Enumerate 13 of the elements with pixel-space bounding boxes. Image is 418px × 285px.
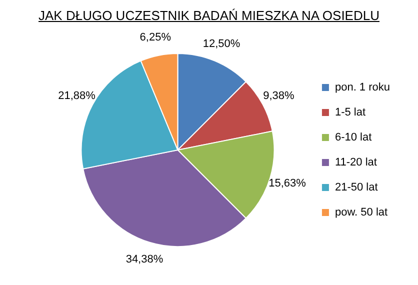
legend-label: 1-5 lat <box>334 106 366 119</box>
data-label: 15,63% <box>268 177 306 190</box>
data-label: 9,38% <box>263 90 295 102</box>
legend-label: 11-20 lat <box>334 156 377 169</box>
legend-label: pon. 1 roku <box>334 82 390 94</box>
legend-label: 6-10 lat <box>334 132 372 144</box>
legend-label: pow. 50 lat <box>334 206 388 219</box>
legend-label: 21-50 lat <box>334 182 378 194</box>
data-label: 12,50% <box>202 38 240 50</box>
data-label: 21,88% <box>58 90 96 102</box>
chart-title: JAK DŁUGO UCZESTNIK BADAŃ MIESZKA NA OSIEDLU <box>38 8 380 23</box>
data-label: 34,38% <box>126 254 164 266</box>
data-label: 6,25% <box>140 32 172 44</box>
